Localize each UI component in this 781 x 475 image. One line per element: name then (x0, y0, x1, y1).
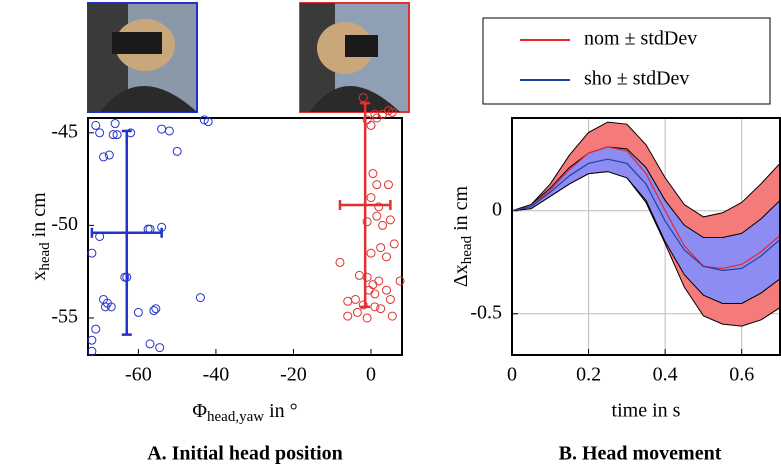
legend: nom ± stdDev sho ± stdDev (482, 17, 771, 105)
label-unit: in cm (28, 192, 50, 237)
label-unit: in ° (269, 400, 298, 422)
point (157, 124, 167, 134)
point (366, 120, 376, 130)
mean-line (512, 158, 780, 272)
point (106, 302, 116, 312)
point (381, 252, 391, 262)
label-main: Φ (192, 400, 207, 422)
axis-label: Φhead,yaw in ° (192, 400, 297, 426)
point (343, 296, 353, 306)
point (358, 300, 368, 310)
x-axis-label: time in s (612, 400, 681, 422)
point (350, 294, 360, 304)
point (164, 126, 174, 136)
point (387, 311, 397, 321)
point (362, 313, 372, 323)
point (389, 239, 399, 249)
point (108, 130, 118, 140)
label-main: x (28, 271, 50, 281)
point (383, 180, 393, 190)
point (151, 304, 161, 314)
legend-label: nom ± stdDev (584, 28, 697, 50)
point (104, 150, 114, 160)
point (99, 152, 109, 162)
plot-frame (511, 117, 781, 356)
mean-line (512, 146, 780, 270)
caption: B. Head movement (559, 443, 722, 465)
point (352, 307, 362, 317)
legend-label: sho ± stdDev (584, 68, 689, 90)
label-sub: head (459, 235, 475, 264)
y-tick-label: -0.5 (470, 301, 502, 323)
plot-area (512, 121, 780, 327)
point (110, 119, 120, 129)
caption: A. Initial head position (147, 443, 343, 465)
x-tick-label: 0.4 (653, 364, 678, 386)
point (376, 304, 386, 314)
legend-box (482, 17, 771, 105)
photo-red (299, 2, 410, 113)
point (374, 202, 384, 212)
point (91, 120, 101, 130)
point (354, 270, 364, 280)
point (335, 257, 345, 267)
point (87, 335, 97, 345)
photo-blue (87, 2, 198, 113)
point (387, 107, 397, 117)
plot-frame (87, 117, 403, 356)
point (91, 324, 101, 334)
y-tick-label: -45 (51, 120, 78, 142)
point (149, 306, 159, 316)
point (145, 339, 155, 349)
x-tick-label: 0.2 (576, 364, 601, 386)
x-tick-label: 0 (507, 364, 517, 386)
point (381, 285, 391, 295)
point (155, 343, 165, 353)
point (358, 93, 368, 103)
point (172, 146, 182, 156)
label-unit: in cm (450, 185, 472, 230)
point (372, 211, 382, 221)
x-tick-label: -40 (203, 364, 230, 386)
point (395, 276, 405, 286)
x-tick-label: -20 (280, 364, 307, 386)
x-tick-label: 0.6 (729, 364, 754, 386)
point (370, 289, 380, 299)
y-tick-label: -55 (51, 306, 78, 328)
x-tick-label: 0 (366, 364, 376, 386)
point (370, 302, 380, 312)
point (87, 346, 97, 356)
point (376, 243, 386, 253)
point (87, 248, 97, 258)
point (366, 248, 376, 258)
point (368, 169, 378, 179)
axis-label: xhead in cm (28, 192, 54, 281)
point (203, 117, 213, 127)
point (378, 220, 388, 230)
point (366, 193, 376, 203)
point (385, 215, 395, 225)
point (362, 217, 372, 227)
label-sub: head,yaw (207, 409, 264, 425)
point (368, 280, 378, 290)
y-tick-label: -50 (51, 213, 78, 235)
y-tick-label: 0 (492, 198, 502, 220)
x-tick-label: -60 (125, 364, 152, 386)
point (385, 294, 395, 304)
point (372, 180, 382, 190)
point (374, 276, 384, 286)
point (343, 311, 353, 321)
point (112, 130, 122, 140)
label-main: Δx (450, 264, 472, 287)
point (195, 293, 205, 303)
label-sub: head (37, 242, 53, 271)
point (372, 113, 382, 123)
point (95, 128, 105, 138)
point (133, 307, 143, 317)
axis-label: Δxhead in cm (450, 185, 476, 287)
